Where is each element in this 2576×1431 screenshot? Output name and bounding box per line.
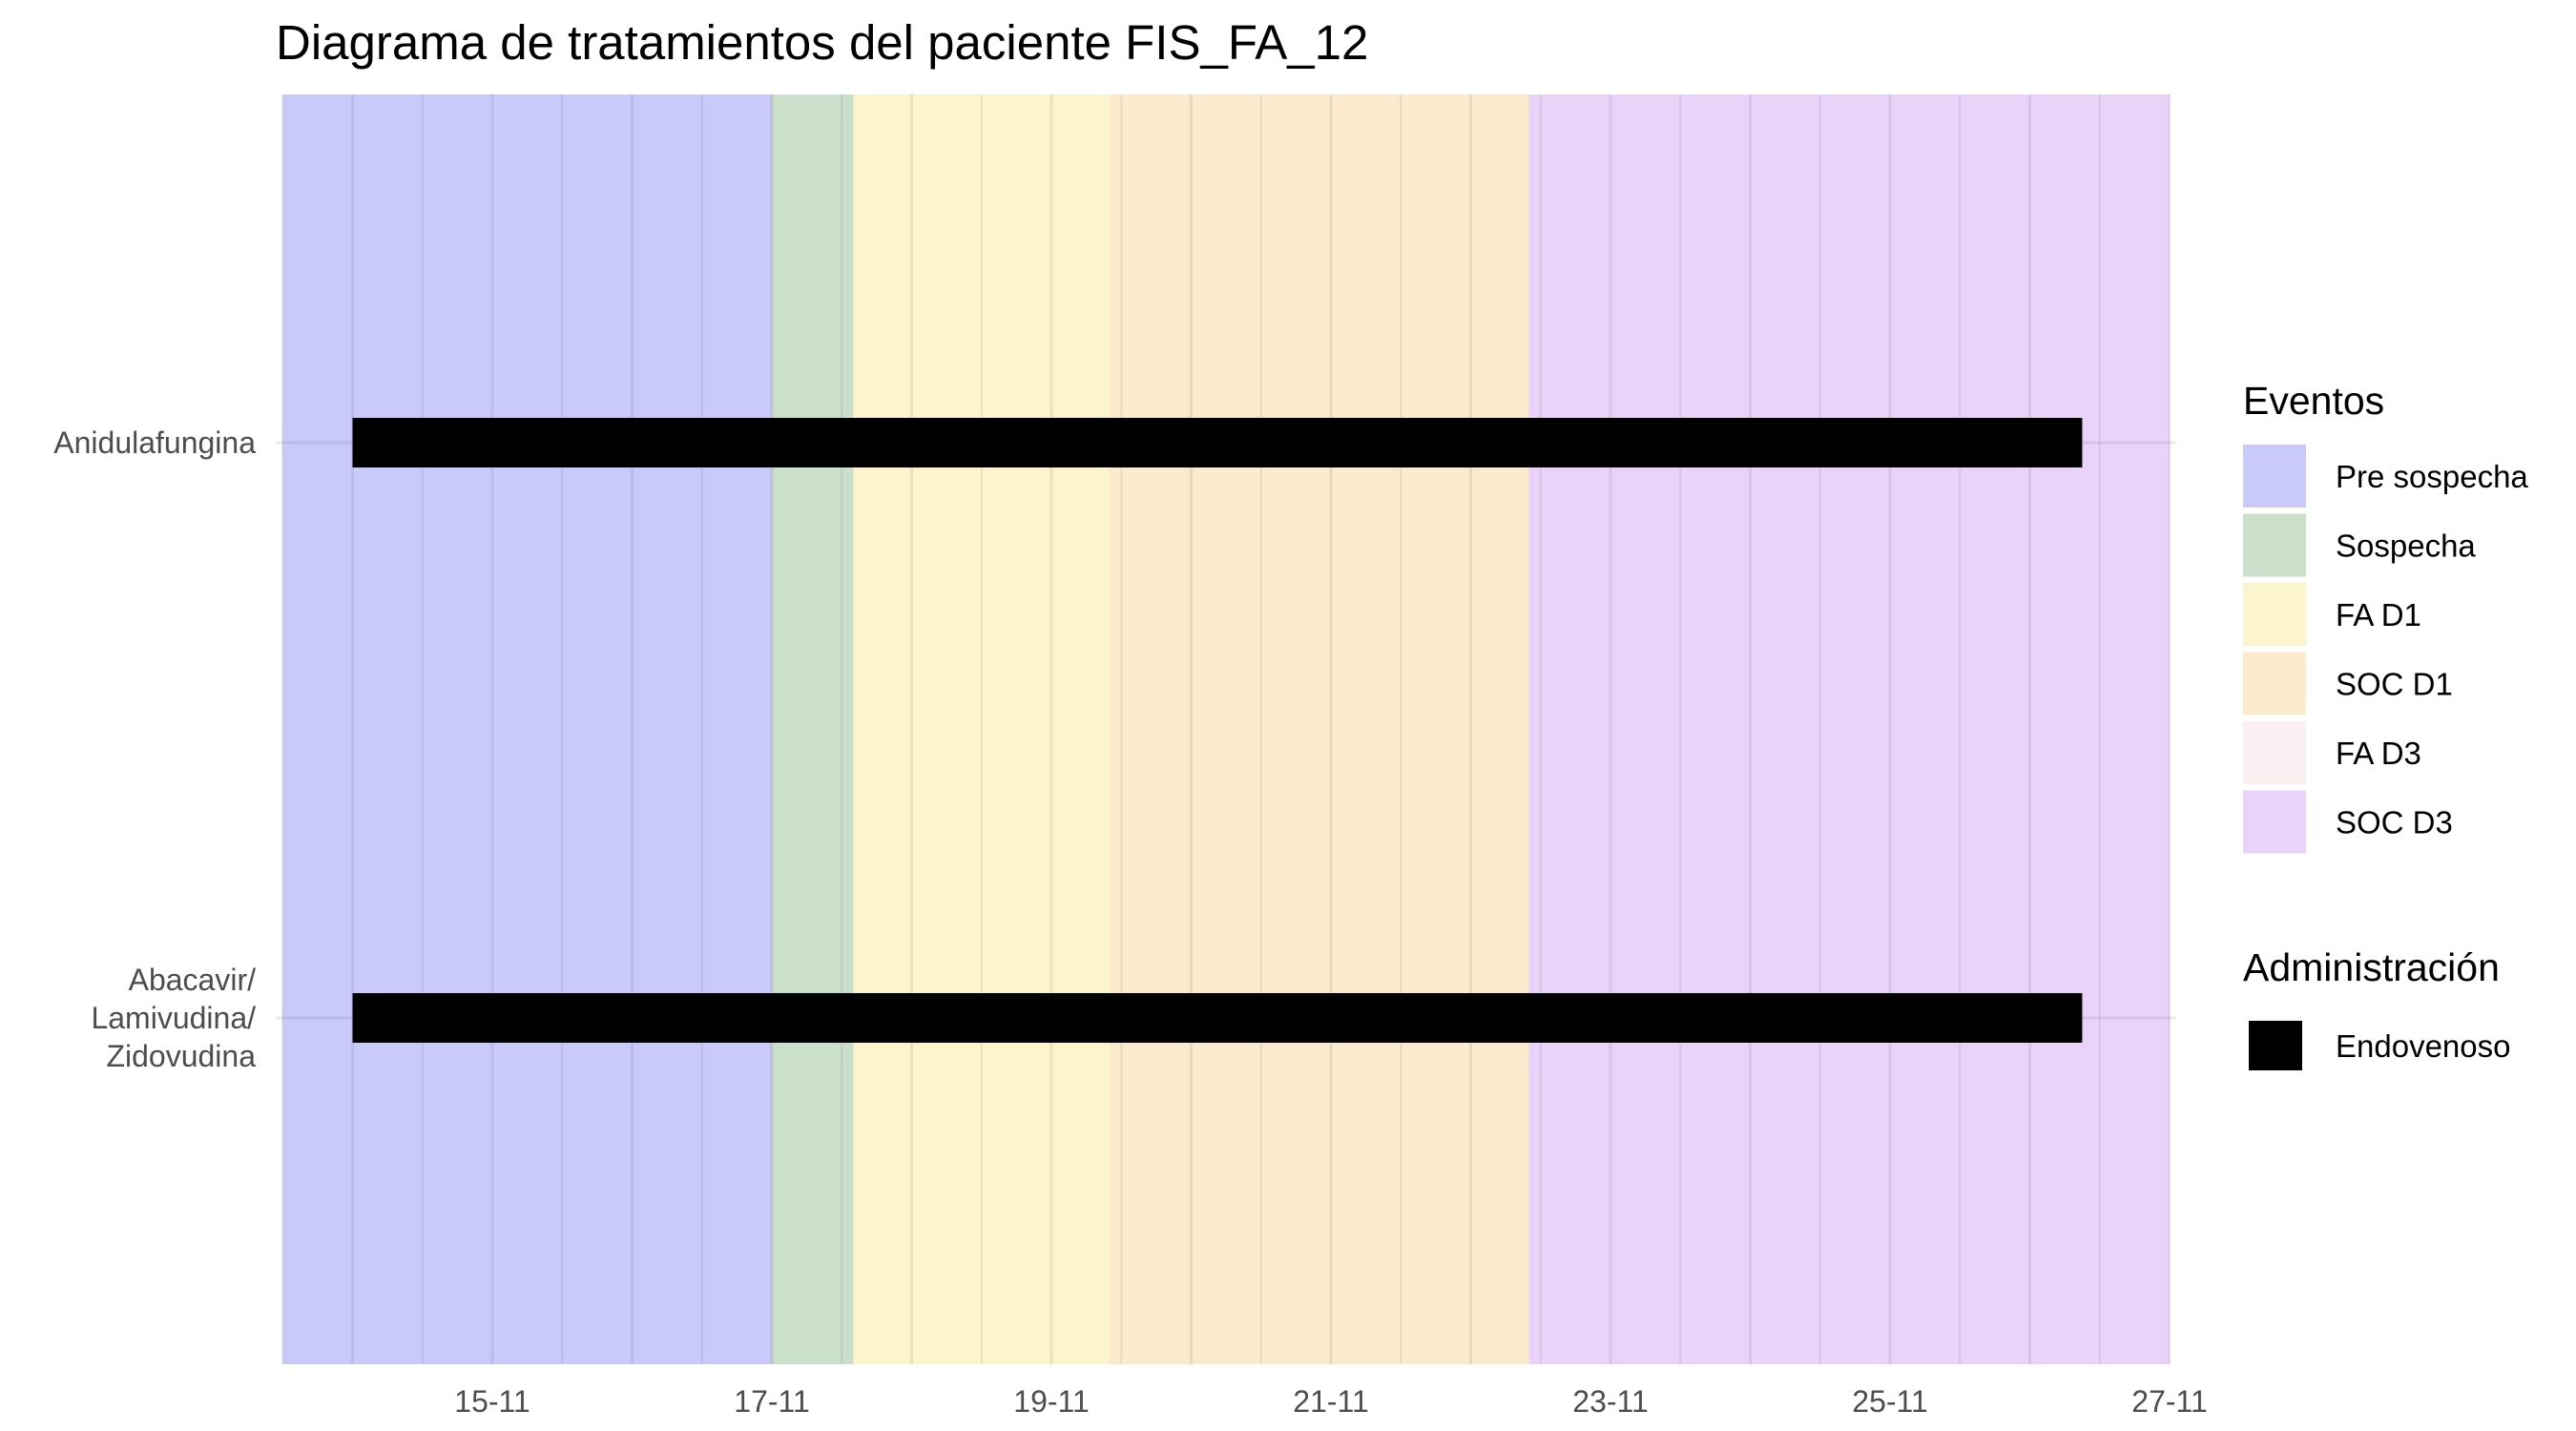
y-axis-labels: Anidulafungina Abacavir/Lamivudina/Zidovu… xyxy=(53,425,256,1073)
legend-key-5 xyxy=(2243,790,2306,854)
y-tick-label: Anidulafungina xyxy=(53,425,256,460)
y-tick-label: Zidovudina xyxy=(106,1039,256,1073)
legend-events: Pre sospecha Sospecha FA D1 SOC D1 FA D3 SOC … xyxy=(2243,445,2528,854)
legend: Eventos Pre sospecha Sospecha FA D1 SOC D1 F… xyxy=(2243,379,2528,1070)
event-band-3 xyxy=(1110,94,1529,1364)
event-band-1 xyxy=(772,94,854,1364)
x-tick-label: 17-11 xyxy=(734,1384,809,1419)
grid-lines xyxy=(276,94,2176,1364)
legend-label: SOC D1 xyxy=(2336,667,2453,702)
legend-label: FA D3 xyxy=(2336,736,2421,771)
x-tick-label: 21-11 xyxy=(1293,1384,1368,1419)
legend-key-endovenoso xyxy=(2249,1021,2302,1070)
legend-label: Pre sospecha xyxy=(2336,459,2528,494)
event-bands xyxy=(282,94,2170,1364)
legend-title-eventos: Eventos xyxy=(2243,379,2384,423)
legend-label: FA D1 xyxy=(2336,597,2421,633)
legend-key-4 xyxy=(2243,721,2306,784)
x-tick-label: 19-11 xyxy=(1013,1384,1089,1419)
event-band-0 xyxy=(282,94,772,1364)
x-tick-label: 27-11 xyxy=(2131,1384,2207,1419)
legend-label: SOC D3 xyxy=(2336,805,2453,840)
treatment-bar-abacavir xyxy=(352,993,2083,1043)
legend-label: Endovenoso xyxy=(2336,1028,2510,1064)
legend-key-0 xyxy=(2243,445,2306,508)
y-tick-label: Abacavir/ xyxy=(129,963,257,997)
legend-key-3 xyxy=(2243,652,2306,716)
treatment-bar-anidula xyxy=(352,418,2083,467)
treatment-bars xyxy=(352,418,2083,1043)
legend-key-2 xyxy=(2243,583,2306,646)
x-tick-label: 15-11 xyxy=(454,1384,530,1419)
x-axis-labels: 15-11 17-11 19-11 21-11 23-11 25-11 27-11 xyxy=(454,1384,2207,1419)
event-band-2 xyxy=(853,94,1111,1364)
legend-key-1 xyxy=(2243,513,2306,577)
legend-administration: Endovenoso xyxy=(2249,1021,2510,1070)
legend-label: Sospecha xyxy=(2336,529,2476,564)
x-tick-label: 25-11 xyxy=(1852,1384,1927,1419)
x-tick-label: 23-11 xyxy=(1572,1384,1648,1419)
chart-title: Diagrama de tratamientos del paciente FI… xyxy=(276,15,1368,70)
event-band-5 xyxy=(1528,94,2170,1364)
y-tick-label: Lamivudina/ xyxy=(91,1001,256,1035)
legend-title-administracion: Administración xyxy=(2243,945,2500,989)
